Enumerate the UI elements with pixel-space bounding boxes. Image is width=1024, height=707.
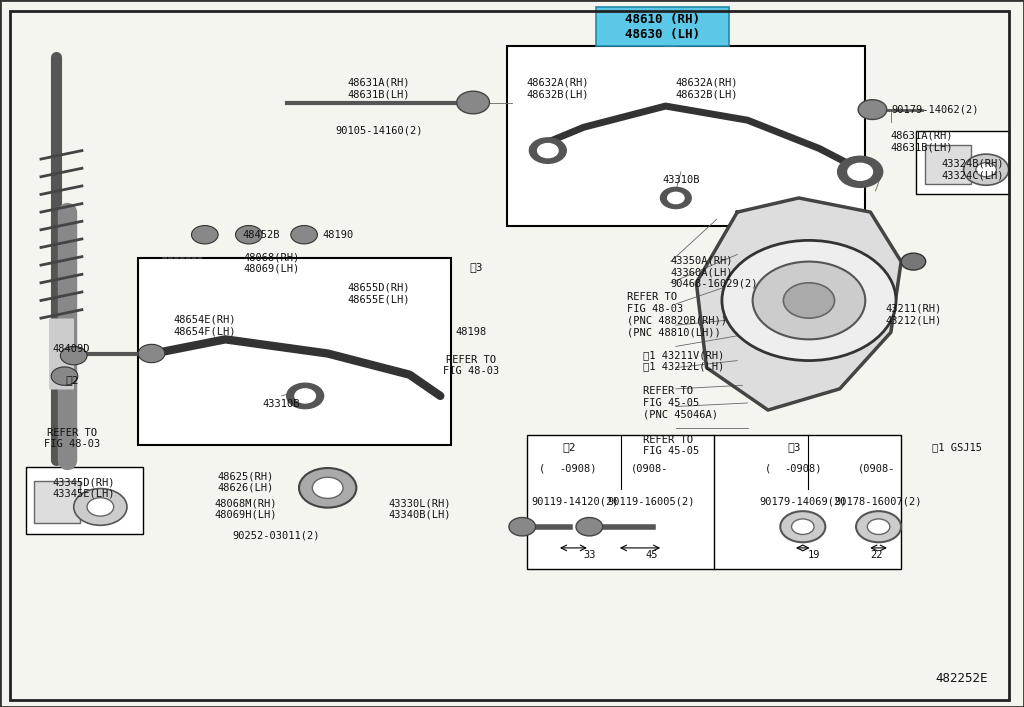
Circle shape [575, 518, 602, 536]
Circle shape [722, 240, 896, 361]
Bar [34, 481, 80, 523]
Text: 48654E(RH)
48654F(LH): 48654E(RH) 48654F(LH) [173, 315, 237, 336]
Text: (0908-: (0908- [631, 463, 668, 473]
Text: ※3: ※3 [787, 442, 802, 452]
Text: 48190: 48190 [323, 230, 353, 240]
Text: ※3: ※3 [469, 262, 483, 272]
Text: 43324B(RH)
43324C(LH): 43324B(RH) 43324C(LH) [941, 159, 1005, 180]
Circle shape [529, 138, 566, 163]
Bar [916, 131, 1009, 194]
Circle shape [87, 498, 114, 516]
Circle shape [509, 518, 536, 536]
Text: 48632A(RH)
48632B(LH): 48632A(RH) 48632B(LH) [526, 78, 590, 99]
Text: REFER TO
FIG 48-03: REFER TO FIG 48-03 [443, 355, 499, 376]
Circle shape [538, 144, 558, 158]
Text: 48409D: 48409D [53, 344, 90, 354]
Circle shape [792, 519, 814, 534]
Text: (: ( [539, 463, 545, 473]
Text: ※1 43211V(RH)
※1 43212L(LH): ※1 43211V(RH) ※1 43212L(LH) [643, 350, 724, 371]
Text: 48610 (RH)
48630 (LH): 48610 (RH) 48630 (LH) [625, 13, 700, 40]
Bar [925, 145, 971, 184]
Text: ※2: ※2 [562, 442, 577, 452]
Circle shape [60, 346, 87, 365]
Text: 48655D(RH)
48655E(LH): 48655D(RH) 48655E(LH) [347, 283, 411, 304]
Text: 43310B: 43310B [263, 399, 300, 409]
Text: 90119-14120(2): 90119-14120(2) [531, 497, 620, 507]
Circle shape [236, 226, 262, 244]
Text: 33: 33 [584, 550, 596, 560]
Circle shape [295, 389, 315, 403]
Text: 48452B: 48452B [243, 230, 280, 240]
Circle shape [901, 253, 926, 270]
Text: 482252E: 482252E [936, 672, 988, 685]
Text: 43211(RH)
43212(LH): 43211(RH) 43212(LH) [886, 304, 942, 325]
Text: ※2: ※2 [65, 375, 79, 385]
Text: 48068M(RH)
48069H(LH): 48068M(RH) 48069H(LH) [214, 498, 278, 520]
Text: 19: 19 [808, 550, 820, 560]
Circle shape [457, 91, 489, 114]
Text: 48632A(RH)
48632B(LH): 48632A(RH) 48632B(LH) [675, 78, 738, 99]
Circle shape [312, 477, 343, 498]
Text: 48198: 48198 [456, 327, 486, 337]
Bar [26, 467, 143, 534]
Text: 90252-03011(2): 90252-03011(2) [232, 531, 321, 541]
Circle shape [838, 156, 883, 187]
Text: 48631A(RH)
48631B(LH): 48631A(RH) 48631B(LH) [347, 78, 411, 99]
Circle shape [299, 468, 356, 508]
Circle shape [964, 154, 1009, 185]
Circle shape [287, 383, 324, 409]
Circle shape [51, 367, 78, 385]
Text: -0908): -0908) [559, 463, 596, 473]
Text: 43350A(RH)
43360A(LH)
90468-16029(2): 43350A(RH) 43360A(LH) 90468-16029(2) [671, 256, 758, 288]
Text: 48068(RH)
48069(LH): 48068(RH) 48069(LH) [244, 252, 299, 274]
Text: REFER TO
FIG 45-05
(PNC 45046A): REFER TO FIG 45-05 (PNC 45046A) [643, 387, 718, 419]
Circle shape [780, 511, 825, 542]
Bar [507, 46, 865, 226]
Circle shape [858, 100, 887, 119]
Text: 43345D(RH)
43345E(LH): 43345D(RH) 43345E(LH) [52, 477, 116, 498]
Text: 45: 45 [645, 550, 657, 560]
Text: 48625(RH)
48626(LH): 48625(RH) 48626(LH) [218, 472, 273, 493]
Text: 43330L(RH)
43340B(LH): 43330L(RH) 43340B(LH) [388, 498, 452, 520]
Text: 48631A(RH)
48631B(LH): 48631A(RH) 48631B(LH) [891, 131, 953, 152]
Circle shape [74, 489, 127, 525]
Circle shape [753, 262, 865, 339]
Text: 43310B: 43310B [663, 175, 699, 185]
Text: ※1 GSJ15: ※1 GSJ15 [932, 443, 982, 452]
FancyBboxPatch shape [596, 7, 729, 46]
Bar [527, 435, 901, 569]
Circle shape [191, 226, 218, 244]
Text: REFER TO
FIG 45-05: REFER TO FIG 45-05 [643, 435, 699, 456]
Bar [138, 258, 451, 445]
Text: 90105-14160(2): 90105-14160(2) [335, 126, 423, 136]
Circle shape [976, 163, 996, 177]
Text: (0908-: (0908- [858, 463, 895, 473]
Circle shape [856, 511, 901, 542]
Text: 90179-14062(2): 90179-14062(2) [891, 105, 978, 115]
Text: 22: 22 [870, 550, 883, 560]
Circle shape [848, 163, 872, 180]
Text: 90179-14069(2): 90179-14069(2) [759, 497, 847, 507]
Text: 90119-16005(2): 90119-16005(2) [607, 497, 695, 507]
Text: -0908): -0908) [784, 463, 821, 473]
Text: REFER TO
FIG 48-03
(PNC 48820B(RH))
(PNC 48810(LH)): REFER TO FIG 48-03 (PNC 48820B(RH)) (PNC… [627, 292, 727, 337]
Circle shape [291, 226, 317, 244]
Circle shape [660, 187, 691, 209]
Text: 90178-16007(2): 90178-16007(2) [835, 497, 923, 507]
Polygon shape [696, 198, 901, 410]
Circle shape [867, 519, 890, 534]
Circle shape [138, 344, 165, 363]
Text: (: ( [765, 463, 771, 473]
Circle shape [783, 283, 835, 318]
Text: REFER TO
FIG 48-03: REFER TO FIG 48-03 [44, 428, 99, 449]
Circle shape [668, 192, 684, 204]
